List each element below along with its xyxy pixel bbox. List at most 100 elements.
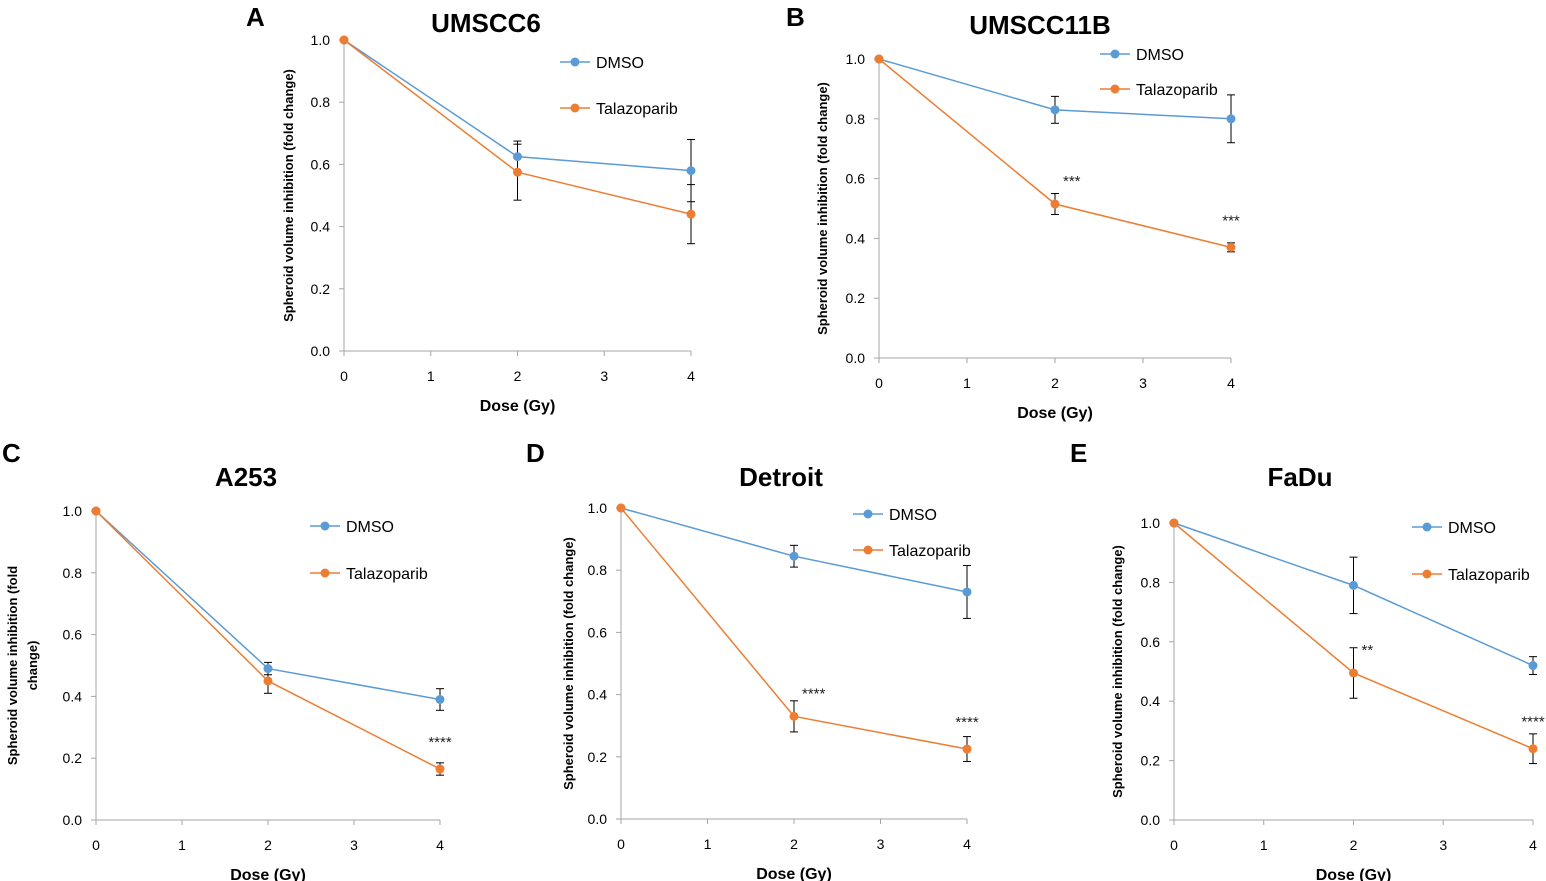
data-point-talazoparib bbox=[435, 764, 445, 774]
x-tick-label: 2 bbox=[790, 836, 798, 852]
x-tick-label: 0 bbox=[92, 837, 100, 853]
x-axis-label: Dose (Gy) bbox=[1316, 867, 1392, 881]
x-tick-label: 3 bbox=[1439, 837, 1447, 853]
data-point-talazoparib bbox=[339, 35, 349, 45]
chart-plot: 0.0 0.2 0.4 0.6 0.8 1.0 0 1 2 3 4 Dose (Gy) Spheroid… bbox=[5, 503, 452, 881]
x-tick-label: 4 bbox=[1529, 837, 1537, 853]
panel-letter: C bbox=[2, 438, 21, 468]
y-axis-label: Spheroid volume inhibition (fold change) bbox=[561, 537, 576, 790]
x-tick-label: 0 bbox=[875, 375, 883, 391]
x-tick-label: 2 bbox=[514, 368, 522, 384]
panel-letter: B bbox=[786, 2, 805, 32]
x-tick-label: 4 bbox=[687, 368, 695, 384]
y-tick-label: 1.0 bbox=[846, 51, 866, 67]
y-tick-label: 0.0 bbox=[846, 350, 866, 366]
chart-panel-e: E FaDu 0.0 0.2 0.4 0.6 0.8 1.0 0 1 2 3 4 Dose (Gy) S… bbox=[1062, 436, 1546, 881]
x-tick-label: 0 bbox=[340, 368, 348, 384]
data-point-dmso bbox=[513, 152, 522, 162]
series-line-talazoparib bbox=[95, 510, 441, 770]
data-point-talazoparib bbox=[616, 503, 626, 513]
x-axis-label: Dose (Gy) bbox=[230, 867, 306, 881]
data-point-talazoparib bbox=[874, 54, 884, 64]
x-axis-label: Dose (Gy) bbox=[480, 398, 556, 415]
data-point-talazoparib bbox=[1169, 518, 1179, 528]
legend-marker bbox=[320, 568, 330, 578]
legend-marker bbox=[863, 509, 873, 519]
x-tick-label: 1 bbox=[427, 368, 435, 384]
chart-title: UMSCC11B bbox=[969, 10, 1111, 40]
chart-plot: 0.0 0.2 0.4 0.6 0.8 1.0 0 1 2 3 4 Dose (Gy) Spheroid… bbox=[561, 500, 979, 881]
chart-panel-b: B UMSCC11B 0.0 0.2 0.4 0.6 0.8 1.0 0 1 2 3 4 Dose (… bbox=[786, 0, 1250, 430]
y-tick-label: 0.6 bbox=[63, 627, 83, 643]
significance-label: *** bbox=[1063, 173, 1081, 190]
chart-panel-a: A UMSCC6 0.0 0.2 0.4 0.6 0.8 1.0 0 1 2 3 4 Dose (Gy… bbox=[246, 0, 710, 430]
legend-marker bbox=[1422, 569, 1432, 579]
legend-marker bbox=[570, 57, 580, 67]
y-axis-label-group: Spheroid volume inhibition (fold change) bbox=[561, 537, 576, 790]
legend-marker bbox=[1110, 49, 1120, 59]
significance-label: *** bbox=[1222, 212, 1240, 229]
y-tick-label: 0.4 bbox=[846, 230, 866, 246]
chart-plot: 0.0 0.2 0.4 0.6 0.8 1.0 0 1 2 3 4 Dose (Gy) Spheroid… bbox=[815, 47, 1240, 422]
legend-marker bbox=[1422, 522, 1432, 532]
data-point-talazoparib bbox=[1050, 199, 1060, 209]
x-tick-label: 3 bbox=[350, 837, 358, 853]
x-tick-label: 0 bbox=[1170, 837, 1178, 853]
x-tick-label: 2 bbox=[1051, 375, 1059, 391]
chart-title: FaDu bbox=[1267, 462, 1333, 492]
data-point-talazoparib bbox=[91, 506, 101, 516]
significance-label: **** bbox=[802, 685, 826, 702]
legend-label: DMSO bbox=[596, 55, 644, 72]
data-point-dmso bbox=[1050, 105, 1060, 115]
legend-label: DMSO bbox=[1448, 520, 1496, 537]
x-axis-label: Dose (Gy) bbox=[756, 866, 832, 881]
x-tick-label: 0 bbox=[617, 836, 625, 852]
chart-panel-c: C A253 0.0 0.2 0.4 0.6 0.8 1.0 0 1 2 3 4 Dose (Gy) S… bbox=[0, 436, 480, 881]
legend-label: Talazoparib bbox=[889, 543, 971, 560]
y-tick-label: 0.8 bbox=[63, 565, 83, 581]
y-tick-label: 1.0 bbox=[1141, 515, 1161, 531]
x-tick-label: 3 bbox=[600, 368, 608, 384]
data-point-dmso bbox=[263, 664, 273, 674]
x-tick-label: 1 bbox=[1260, 837, 1268, 853]
data-point-talazoparib bbox=[686, 209, 696, 219]
x-tick-label: 4 bbox=[963, 836, 971, 852]
y-tick-label: 0.8 bbox=[846, 111, 866, 127]
x-tick-label: 4 bbox=[1227, 375, 1235, 391]
panel-letter: E bbox=[1070, 438, 1088, 468]
y-axis-label: Spheroid volume inhibition (fold change) bbox=[815, 82, 830, 335]
y-tick-label: 1.0 bbox=[63, 503, 83, 519]
y-tick-label: 0.8 bbox=[311, 94, 331, 110]
y-tick-label: 0.0 bbox=[311, 343, 331, 359]
y-tick-label: 0.0 bbox=[588, 811, 608, 827]
y-tick-label: 0.4 bbox=[1141, 693, 1161, 709]
y-tick-label: 0.4 bbox=[588, 687, 608, 703]
x-tick-label: 1 bbox=[704, 836, 712, 852]
y-tick-label: 0.6 bbox=[311, 156, 331, 172]
y-tick-label: 0.4 bbox=[63, 688, 83, 704]
data-point-talazoparib bbox=[513, 167, 522, 177]
y-tick-label: 0.8 bbox=[588, 562, 608, 578]
data-point-talazoparib bbox=[1528, 744, 1538, 754]
data-point-talazoparib bbox=[263, 676, 273, 686]
y-axis-label: Spheroid volume inhibition (fold bbox=[5, 566, 20, 765]
x-tick-label: 2 bbox=[264, 837, 272, 853]
data-point-dmso bbox=[1226, 114, 1236, 124]
legend-marker bbox=[320, 521, 330, 531]
significance-label: **** bbox=[428, 734, 452, 751]
significance-label: ** bbox=[1362, 642, 1374, 659]
legend-label: Talazoparib bbox=[1136, 82, 1218, 99]
x-tick-label: 3 bbox=[1139, 375, 1147, 391]
data-point-talazoparib bbox=[962, 744, 972, 754]
legend-label: DMSO bbox=[346, 519, 394, 536]
y-tick-label: 0.8 bbox=[1141, 574, 1161, 590]
y-tick-label: 0.2 bbox=[588, 749, 608, 765]
y-axis-label-group: Spheroid volume inhibition (fold change) bbox=[281, 69, 296, 322]
y-tick-label: 0.2 bbox=[63, 750, 83, 766]
significance-label: **** bbox=[1521, 714, 1545, 731]
y-tick-label: 0.2 bbox=[1141, 753, 1161, 769]
significance-label: **** bbox=[955, 714, 979, 731]
data-point-dmso bbox=[789, 551, 799, 561]
x-axis-label: Dose (Gy) bbox=[1017, 405, 1093, 422]
x-tick-label: 4 bbox=[436, 837, 444, 853]
